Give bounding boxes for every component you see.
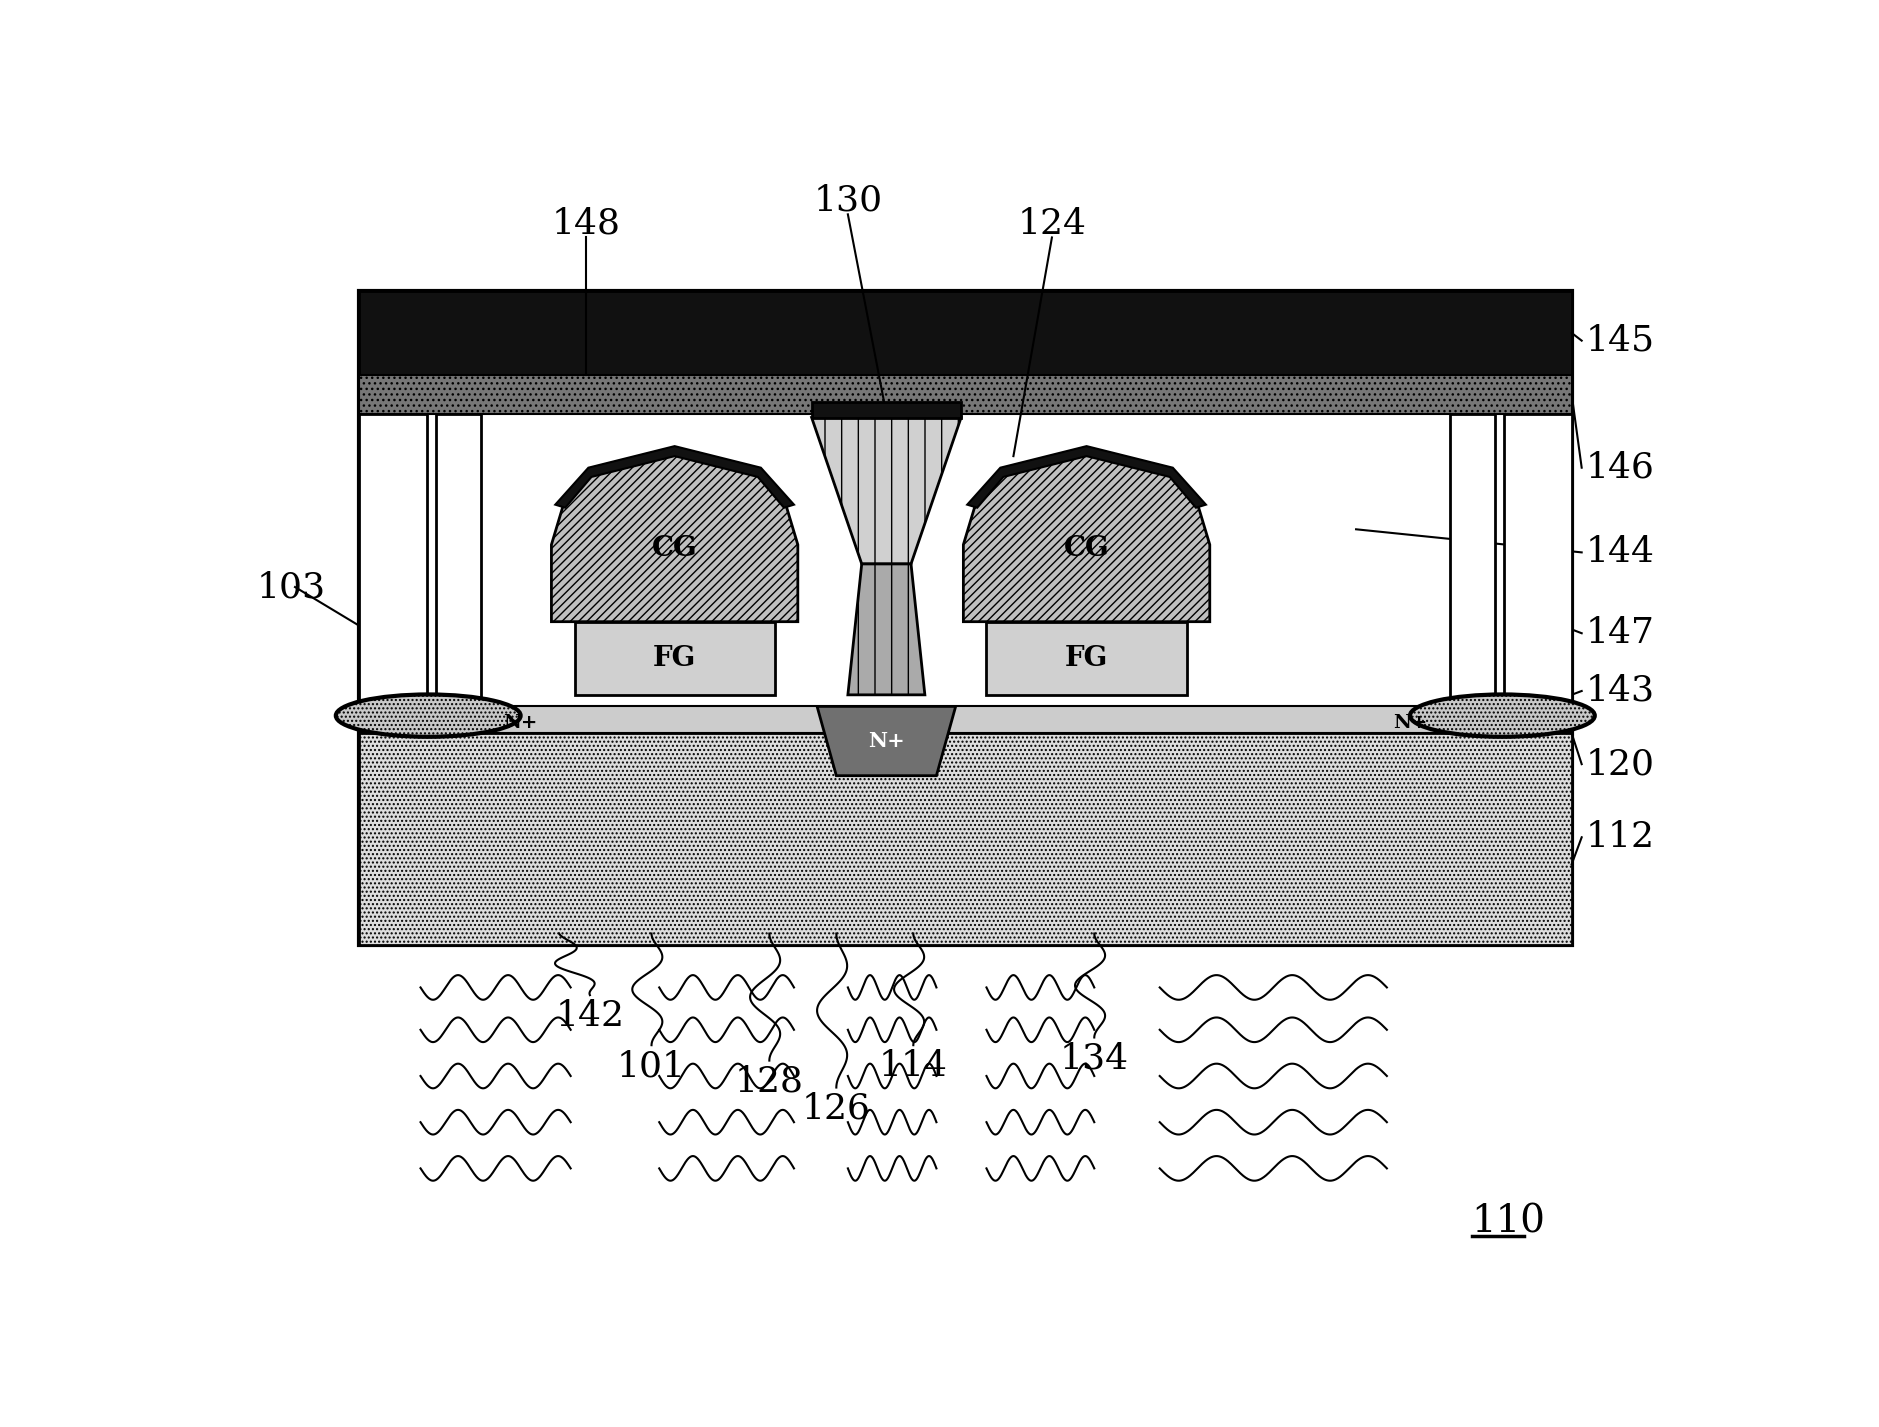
Polygon shape: [968, 447, 1206, 508]
Polygon shape: [847, 564, 924, 695]
Polygon shape: [812, 402, 960, 418]
Bar: [359, 414, 427, 706]
Bar: [436, 414, 481, 706]
Text: N+: N+: [504, 715, 537, 732]
Text: 142: 142: [556, 999, 624, 1033]
Text: 147: 147: [1586, 616, 1654, 651]
Polygon shape: [817, 706, 956, 776]
Text: 126: 126: [802, 1092, 870, 1126]
Bar: [359, 733, 1571, 945]
Text: 130: 130: [814, 184, 883, 217]
Bar: [575, 622, 774, 695]
Bar: [359, 706, 1571, 733]
Bar: [359, 291, 1571, 375]
Text: 101: 101: [616, 1049, 686, 1083]
Text: CG: CG: [652, 535, 697, 562]
Text: N+: N+: [868, 731, 906, 751]
Text: 128: 128: [735, 1065, 804, 1099]
Text: 144: 144: [1586, 535, 1655, 569]
Text: FG: FG: [1065, 645, 1109, 672]
Polygon shape: [556, 447, 795, 508]
Text: 114: 114: [879, 1049, 947, 1083]
Bar: [359, 375, 1571, 414]
Text: 146: 146: [1586, 451, 1654, 485]
Bar: [986, 622, 1188, 695]
Text: 110: 110: [1471, 1204, 1546, 1241]
Text: 112: 112: [1586, 821, 1655, 855]
Text: 134: 134: [1060, 1042, 1129, 1076]
Polygon shape: [964, 452, 1210, 622]
Ellipse shape: [336, 695, 520, 736]
Bar: [359, 291, 1571, 945]
Text: 145: 145: [1586, 324, 1655, 358]
Polygon shape: [812, 418, 960, 564]
Text: 103: 103: [257, 569, 325, 604]
Text: 120: 120: [1586, 748, 1655, 781]
Text: 124: 124: [1017, 207, 1086, 241]
Ellipse shape: [1409, 695, 1595, 736]
Text: N+: N+: [1392, 715, 1428, 732]
Text: CG: CG: [1064, 535, 1109, 562]
Text: 148: 148: [552, 207, 620, 241]
Bar: [1503, 414, 1571, 706]
Text: FG: FG: [652, 645, 697, 672]
Text: 143: 143: [1586, 674, 1655, 708]
Bar: [1451, 414, 1494, 706]
Polygon shape: [551, 452, 799, 622]
